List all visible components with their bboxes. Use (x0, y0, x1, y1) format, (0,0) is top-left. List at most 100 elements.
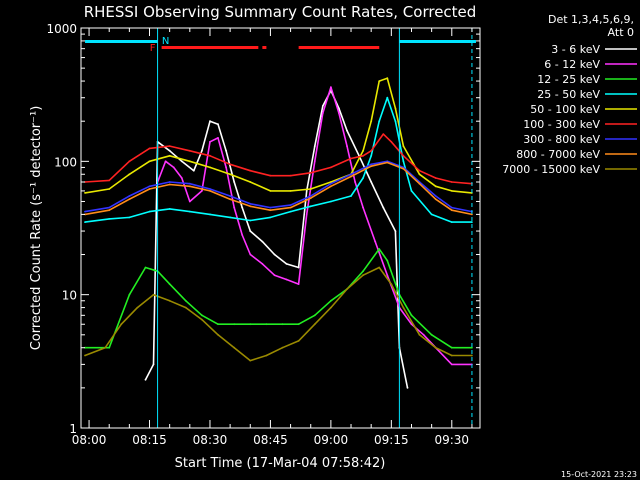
flare-bar-2 (262, 46, 267, 49)
y-tick-label-2: 10 (62, 289, 77, 303)
series-1-point-11 (233, 181, 236, 183)
series-3-point-4 (144, 266, 147, 269)
series-2-point-24 (362, 206, 364, 209)
series-1-point-18 (305, 190, 308, 192)
night-bar-1 (85, 40, 158, 43)
series-2-point-28 (410, 323, 413, 326)
series-9-point-13 (281, 346, 284, 349)
series-6-point-6 (188, 149, 191, 152)
series-8-point-3 (128, 198, 131, 201)
x-tick-label-2: 08:15 (132, 433, 167, 447)
series-2-point-25 (374, 240, 377, 243)
series-4-point-5 (168, 208, 171, 210)
series-4-point-20 (402, 160, 405, 163)
night-bar-2 (399, 40, 476, 43)
series-5-point-5 (168, 154, 171, 157)
series-5-point-23 (450, 190, 453, 192)
series-9-point-4 (136, 306, 139, 309)
series-1-point-8 (209, 120, 211, 123)
y-tick-label-4: 1000 (46, 22, 77, 36)
series-5-point-1 (84, 192, 86, 194)
series-5-point-19 (394, 107, 397, 110)
series-5-point-15 (362, 149, 364, 152)
series-8-point-14 (350, 175, 352, 178)
series-9-point-14 (297, 340, 300, 342)
legend-label-8: 800 - 7000 keV (516, 148, 600, 161)
series-1-point-9 (217, 123, 219, 126)
series-5-point-12 (309, 188, 312, 190)
series-9-point-23 (434, 346, 437, 349)
series-3-point-18 (362, 270, 364, 273)
flag-layer: NF (85, 28, 476, 428)
series-7-point-11 (289, 204, 292, 207)
series-3-point-3 (128, 293, 131, 296)
series-1-point-6 (192, 169, 195, 172)
series-2-point-15 (285, 278, 288, 281)
series-2-point-20 (330, 86, 332, 89)
series-3-point-15 (313, 314, 316, 317)
series-9-point-2 (104, 346, 107, 349)
series-1-point-23 (346, 129, 348, 132)
series-2-point-31 (450, 363, 453, 366)
legend-label-7: 300 - 800 keV (523, 133, 600, 146)
series-6-point-16 (370, 149, 373, 152)
y-axis-label: Corrected Count Rate (s⁻¹ detector⁻¹) (29, 106, 44, 351)
series-line-5 (84, 77, 472, 194)
series-5-point-18 (386, 77, 389, 80)
series-3-point-9 (217, 323, 219, 326)
series-2-point-23 (354, 181, 356, 183)
flare-bar-3 (298, 46, 380, 49)
series-9-point-10 (233, 346, 236, 349)
series-6-point-18 (390, 140, 393, 143)
series-6-point-11 (289, 174, 292, 177)
series-2-point-4 (180, 177, 183, 179)
series-3-point-10 (233, 323, 236, 326)
series-6-point-8 (229, 163, 232, 166)
x-axis-label: Start Time (17-Mar-04 07:58:42) (175, 456, 386, 471)
series-3-point-22 (410, 314, 413, 317)
series-1-point-22 (338, 107, 340, 110)
series-line-4 (84, 96, 472, 223)
series-7-point-5 (168, 181, 171, 183)
timestamp: 15-Oct-2021 23:23 (561, 470, 637, 479)
series-line-2 (156, 86, 472, 366)
plot-frame (80, 27, 481, 429)
series-7-point-6 (188, 182, 191, 185)
series-2-point-26 (386, 274, 389, 277)
series-1-point-15 (273, 253, 276, 256)
series-7-point-15 (370, 163, 373, 166)
x-tick-label-7: 09:30 (434, 433, 469, 447)
series-2-point-22 (346, 145, 348, 148)
series-3-point-20 (386, 259, 389, 262)
series-2-point-6 (201, 190, 203, 192)
series-8-point-19 (434, 198, 437, 201)
series-4-point-22 (430, 213, 433, 216)
series-5-point-13 (330, 181, 332, 183)
legend-header-2: Att 0 (608, 26, 634, 39)
series-2-point-17 (305, 213, 308, 216)
series-5-point-17 (378, 80, 381, 82)
series-3-point-6 (168, 283, 171, 285)
series-1-point-20 (321, 105, 324, 107)
series-9-point-21 (402, 306, 405, 309)
series-9-point-1 (84, 354, 86, 357)
legend-header-1: Det 1,3,4,5,6,9, (548, 13, 634, 26)
series-1-point-7 (201, 149, 203, 152)
series-6-point-9 (249, 169, 252, 172)
series-1-point-10 (225, 149, 228, 152)
y-tick-label-1: 1 (69, 422, 77, 436)
series-9-point-9 (217, 333, 219, 336)
series-1-point-4 (168, 149, 171, 152)
series-1-point-16 (285, 263, 288, 265)
series-2-point-7 (209, 140, 211, 143)
series-9-point-15 (313, 323, 316, 326)
series-1-point-26 (382, 206, 385, 209)
series-8-point-8 (229, 198, 232, 201)
series-6-point-17 (382, 133, 385, 136)
series-3-point-2 (108, 346, 111, 349)
series-4-point-6 (188, 210, 191, 213)
series-8-point-12 (309, 197, 312, 200)
series-5-point-16 (370, 120, 373, 123)
series-2-point-12 (249, 253, 252, 256)
